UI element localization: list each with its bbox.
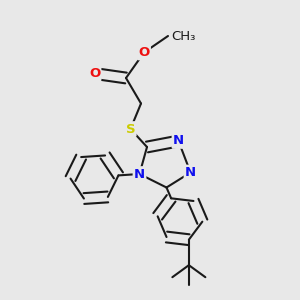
Text: O: O	[138, 46, 150, 59]
Text: N: N	[185, 166, 196, 179]
Text: N: N	[173, 134, 184, 148]
Text: S: S	[126, 122, 135, 136]
Text: N: N	[134, 167, 145, 181]
Text: O: O	[89, 67, 100, 80]
Text: CH₃: CH₃	[171, 29, 195, 43]
